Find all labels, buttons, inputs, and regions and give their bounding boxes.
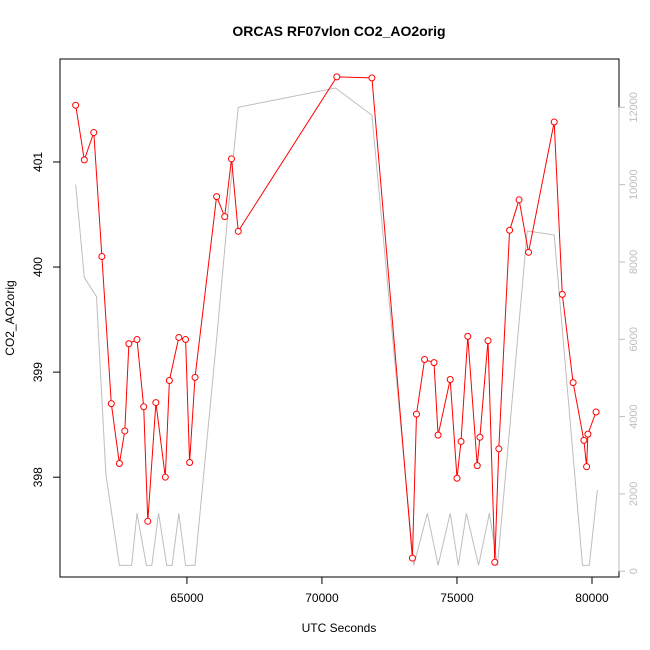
- co2-data-point: [80, 156, 88, 164]
- co2-data-point: [453, 474, 461, 482]
- co2-data-point: [484, 337, 492, 345]
- co2-data-point: [107, 400, 115, 408]
- chart-title: ORCAS RF07vlon CO2_AO2orig: [232, 23, 445, 39]
- co2-data-point: [333, 73, 341, 81]
- y-tick-label: 401: [31, 152, 45, 172]
- co2-data-point: [115, 460, 123, 468]
- co2-data-point: [152, 399, 160, 407]
- y-tick-label: 398: [31, 467, 45, 487]
- y-axis-left: 398 399 400 401: [31, 152, 61, 487]
- co2-data-point: [186, 458, 194, 466]
- co2-data-point: [408, 554, 416, 562]
- co2-data-point: [457, 437, 465, 445]
- co2-data-point: [515, 196, 523, 204]
- x-tick-label: 70000: [305, 591, 339, 605]
- co2-series-line: [75, 76, 597, 563]
- y-axis-right: 0 2000 4000 6000 8000 10000 12000: [618, 92, 640, 574]
- co2-data-point: [434, 431, 442, 439]
- co2-data-point: [72, 101, 80, 109]
- x-tick-label: 65000: [170, 591, 204, 605]
- y-tick-label: 400: [31, 257, 45, 277]
- co2-data-point: [412, 410, 420, 418]
- altitude-series-line: [75, 87, 598, 566]
- co2-data-point: [430, 359, 438, 367]
- co2-data-point: [421, 356, 429, 364]
- y2-tick-label: 8000: [628, 250, 640, 274]
- co2-data-point: [98, 253, 106, 261]
- co2-data-point: [446, 375, 454, 383]
- co2-data-point: [175, 333, 183, 341]
- co2-data-point: [165, 377, 173, 385]
- co2-data-point: [182, 336, 190, 344]
- x-tick-label: 75000: [440, 591, 474, 605]
- y2-tick-label: 10000: [628, 169, 640, 200]
- co2-data-point: [476, 433, 484, 441]
- co2-data-point: [191, 373, 199, 381]
- co2-data-point: [133, 336, 141, 344]
- co2-data-point: [473, 462, 481, 470]
- co2-data-point: [125, 340, 133, 348]
- co2-data-point: [491, 558, 499, 566]
- co2-data-point: [161, 473, 169, 481]
- plot-frame: [59, 58, 620, 578]
- co2-data-point: [464, 332, 472, 340]
- co2-data-point: [583, 463, 591, 471]
- co2-data-point: [506, 226, 514, 234]
- co2-data-point: [558, 290, 566, 298]
- co2-data-point: [144, 517, 152, 525]
- y-tick-label: 399: [31, 362, 45, 382]
- co2-data-point: [227, 155, 235, 163]
- y2-tick-label: 0: [628, 568, 640, 574]
- co2-data-point: [525, 248, 533, 256]
- co2-data-point: [234, 227, 242, 235]
- co2-data-point: [584, 430, 592, 438]
- co2-data-point: [569, 379, 577, 387]
- y2-tick-label: 4000: [628, 404, 640, 428]
- series-layer: [72, 73, 600, 566]
- co2-data-point: [495, 445, 503, 453]
- co2-data-point: [221, 213, 229, 221]
- co2-data-point: [368, 74, 376, 82]
- co2-data-point: [121, 427, 129, 435]
- x-axis-label: UTC Seconds: [302, 621, 377, 635]
- y-axis-label: CO2_AO2orig: [3, 280, 17, 355]
- co2-data-point: [592, 408, 600, 416]
- x-tick-label: 80000: [575, 591, 609, 605]
- co2-data-point: [213, 193, 221, 201]
- co2-data-point: [580, 436, 588, 444]
- co2-data-point: [550, 118, 558, 126]
- y2-tick-label: 6000: [628, 327, 640, 351]
- co2-data-point: [90, 129, 98, 137]
- co2-data-point: [140, 403, 148, 411]
- y2-tick-label: 2000: [628, 482, 640, 506]
- y2-tick-label: 12000: [628, 92, 640, 123]
- x-axis: 65000 70000 75000 80000: [170, 576, 609, 605]
